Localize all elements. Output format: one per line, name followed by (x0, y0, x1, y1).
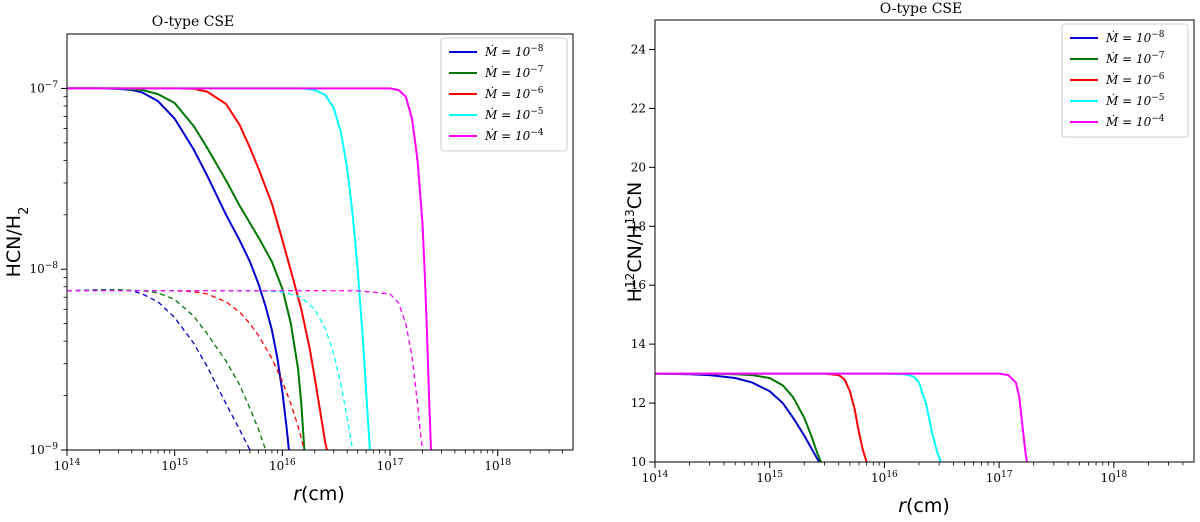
y-tick-label: 12 (631, 396, 646, 410)
y-tick-label: 18 (631, 219, 646, 233)
x-tick-label: 1015 (161, 458, 188, 473)
x-tick-label: 1014 (642, 470, 669, 485)
y-tick-label: 10−9 (29, 442, 58, 457)
legend-entry: Ṁ = 10−7 (1105, 51, 1165, 66)
series-line-3 (655, 372, 942, 463)
right-chart-frame (654, 19, 1195, 463)
x-tick-label: 1014 (54, 458, 81, 473)
x-tick-label: 1016 (269, 458, 296, 473)
left-chart-y-ticks: 10−9 10−8 10−7 (29, 80, 67, 457)
x-tick-label: 1018 (1100, 470, 1127, 485)
y-tick-label: 10−8 (29, 261, 58, 276)
legend-entry: Ṁ = 10−8 (1105, 30, 1165, 45)
legend-entry: Ṁ = 10−6 (1105, 72, 1165, 87)
right-chart-x-ticks: 1014 1015 1016 1017 1018 (642, 462, 1184, 485)
series-line-4 (655, 372, 1028, 463)
right-chart-y-axis-label: H12CN/H13CN (623, 182, 646, 303)
left-chart-frame (66, 33, 574, 451)
series-line-1 (655, 372, 822, 463)
right-chart-x-axis-label: r(cm) (898, 495, 950, 517)
y-tick-label: 16 (631, 278, 646, 292)
legend-box (1061, 23, 1189, 138)
y-tick-label: 20 (631, 160, 646, 174)
legend-entry: Ṁ = 10−7 (484, 65, 544, 80)
y-tick-label: 14 (631, 337, 647, 351)
series-line-4 (67, 87, 432, 451)
legend-entry: Ṁ = 10−5 (484, 107, 544, 122)
left-chart-y-axis-label: HCN/H2 (3, 207, 32, 278)
x-tick-label: 1017 (377, 458, 404, 473)
series-line-0 (67, 87, 290, 451)
series-line-9 (67, 290, 424, 451)
series-line-8 (67, 290, 354, 451)
series-line-1 (67, 87, 306, 451)
left-chart-x-axis-label: r(cm) (293, 483, 345, 505)
x-tick-label: 1016 (871, 470, 898, 485)
legend-entry: Ṁ = 10−5 (1105, 93, 1165, 108)
right-chart-title: O-type CSE (880, 1, 962, 17)
right-chart-legend: Ṁ = 10−8 Ṁ = 10−7 Ṁ = 10−6 Ṁ = 10−5 Ṁ = 10−4 (1061, 23, 1189, 138)
left-chart-x-ticks: 1014 1015 1016 1017 1018 (54, 450, 563, 473)
series-line-3 (67, 87, 371, 451)
legend-entry: Ṁ = 10−8 (484, 44, 544, 59)
series-line-0 (654, 372, 821, 463)
series-line-6 (66, 289, 267, 451)
x-tick-label: 1015 (756, 470, 783, 485)
legend-entry: Ṁ = 10−4 (484, 128, 544, 143)
y-tick-label: 10 (631, 455, 646, 469)
legend-box (440, 37, 568, 152)
left-chart-title: O-type CSE (152, 14, 234, 30)
series-line-5 (66, 289, 251, 451)
right-chart-y-ticks: 10 12 14 16 18 20 22 24 (631, 42, 655, 469)
x-tick-label: 1017 (986, 470, 1013, 485)
y-tick-label: 22 (631, 101, 646, 115)
left-chart-series-lines (66, 87, 432, 451)
left-chart-legend: Ṁ = 10−8 Ṁ = 10−7 Ṁ = 10−6 Ṁ = 10−5 Ṁ = 10−4 (440, 37, 568, 152)
right-chart-panel: O-type CSE 1014 1015 1016 1017 1018 10 12 14 16… (623, 1, 1195, 517)
y-tick-label: 10−7 (29, 80, 58, 95)
x-tick-label: 1018 (484, 458, 511, 473)
legend-entry: Ṁ = 10−4 (1105, 114, 1165, 129)
right-chart-series-lines (654, 372, 1028, 463)
y-tick-label: 24 (631, 42, 647, 56)
left-chart-panel: O-type CSE 1014 1015 1016 1017 1018 10−9 10−8… (3, 14, 574, 505)
legend-entry: Ṁ = 10−6 (484, 86, 544, 101)
